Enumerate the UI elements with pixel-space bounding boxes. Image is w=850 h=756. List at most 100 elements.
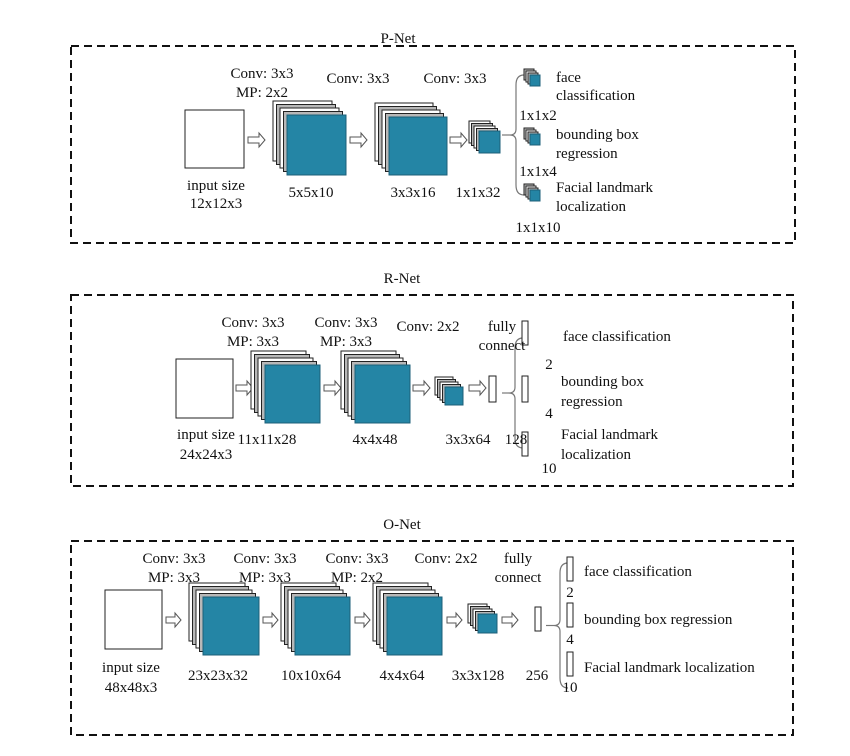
o-net-layer3-front-map <box>386 596 443 656</box>
o-net-fc-label1: fully <box>504 551 533 567</box>
p-net-section: P-Net input size 12x12x3 Conv: 3x3 MP: 2… <box>187 31 653 236</box>
o-net-layer2-op2: MP: 3x3 <box>239 570 291 586</box>
o-net-fc-label2: connect <box>495 570 542 586</box>
r-net-input-box <box>175 358 234 419</box>
p-net-out1-map-front-map <box>529 74 541 87</box>
arrow-icon <box>262 611 279 629</box>
arrow-icon <box>449 131 468 149</box>
r-net-out1-line1: face classification <box>563 329 671 345</box>
p-net-layer2-output: 3x3x16 <box>391 185 437 201</box>
o-net-out2-dim: 4 <box>566 632 574 648</box>
o-net-layer3-op1: Conv: 3x3 <box>326 551 389 567</box>
p-net-layer3-output: 1x1x32 <box>456 185 501 201</box>
arrow-icon <box>247 131 266 149</box>
o-net-out3-dim: 10 <box>563 680 578 696</box>
o-net-input-label: input size <box>102 660 160 676</box>
r-net-title: R-Net <box>384 271 421 287</box>
r-net-frame <box>70 294 794 487</box>
o-net-layer1-op1: Conv: 3x3 <box>143 551 206 567</box>
r-net-fc-size: 128 <box>505 432 528 448</box>
r-net-section: R-Net input size 24x24x3 Conv: 3x3 MP: 3… <box>177 271 671 477</box>
p-net-out2-map-front-map <box>529 133 541 146</box>
r-net-layer1-output: 11x11x28 <box>238 432 297 448</box>
r-net-layer1-op1: Conv: 3x3 <box>222 315 285 331</box>
r-net-fc-label1: fully <box>488 319 517 335</box>
r-net-out1-vector <box>521 320 529 346</box>
r-net-out2-line2: regression <box>561 394 623 410</box>
p-net-layer3-op1: Conv: 3x3 <box>424 71 487 87</box>
o-net-layer4-output: 3x3x128 <box>452 668 505 684</box>
p-net-layer3-front-map <box>478 130 501 154</box>
o-net-out3-line1: Facial landmark localization <box>584 660 755 676</box>
o-net-output-brace <box>553 562 569 689</box>
r-net-out2-line1: bounding box <box>561 374 644 390</box>
arrow-icon <box>165 611 182 629</box>
arrow-icon <box>412 379 431 397</box>
r-net-out1-dim: 2 <box>545 357 553 373</box>
p-net-out3-line1: Facial landmark <box>556 180 654 196</box>
arrow-icon <box>446 611 463 629</box>
p-net-input-label: input size <box>187 178 245 194</box>
o-net-layer2-op1: Conv: 3x3 <box>234 551 297 567</box>
r-net-out2-vector <box>521 375 529 403</box>
o-net-layer2-output: 10x10x64 <box>281 668 342 684</box>
o-net-fc-vector <box>534 606 542 632</box>
o-net-section: O-Net input size 48x48x3 Conv: 3x3 MP: 3… <box>102 517 755 696</box>
o-net-out1-vector <box>566 556 574 582</box>
p-net-layer2-front-map <box>388 116 448 176</box>
o-net-layer3-op2: MP: 2x2 <box>331 570 383 586</box>
r-net-out3-vector <box>521 431 529 457</box>
p-net-input-size: 12x12x3 <box>190 196 243 212</box>
p-net-frame <box>70 45 796 244</box>
r-net-layer2-op2: MP: 3x3 <box>320 334 372 350</box>
p-net-out2-line2: regression <box>556 146 618 162</box>
r-net-layer2-output: 4x4x48 <box>353 432 398 448</box>
arrow-icon <box>349 131 368 149</box>
arrow-icon <box>354 611 371 629</box>
r-net-layer3-front-map <box>444 386 464 406</box>
o-net-layer2-front-map <box>294 596 351 656</box>
r-net-fc-label2: connect <box>479 338 526 354</box>
r-net-out3-dim: 10 <box>542 461 557 477</box>
r-net-layer1-front-map <box>264 364 321 424</box>
o-net-layer4-op1: Conv: 2x2 <box>415 551 478 567</box>
r-net-layer3-op1: Conv: 2x2 <box>397 319 460 335</box>
o-net-out2-line1: bounding box regression <box>584 612 733 628</box>
o-net-out2-vector <box>566 602 574 628</box>
p-net-out3-map-front-map <box>529 189 541 202</box>
p-net-title: P-Net <box>381 31 417 47</box>
r-net-out3-line2: localization <box>561 447 631 463</box>
p-net-layer1-op2: MP: 2x2 <box>236 85 288 101</box>
p-net-input-box <box>184 109 245 169</box>
o-net-fc-size: 256 <box>526 668 549 684</box>
o-net-input-size: 48x48x3 <box>105 680 158 696</box>
p-net-out1-dim: 1x1x2 <box>519 108 557 124</box>
o-net-layer1-front-map <box>202 596 260 656</box>
arrow-icon <box>235 379 254 397</box>
p-net-layer2-op1: Conv: 3x3 <box>327 71 390 87</box>
r-net-layer1-op2: MP: 3x3 <box>227 334 279 350</box>
r-net-layer3-output: 3x3x64 <box>446 432 492 448</box>
p-net-layer1-front-map <box>286 114 347 176</box>
o-net-out1-dim: 2 <box>566 585 574 601</box>
o-net-frame <box>70 540 794 736</box>
o-net-title: O-Net <box>383 517 421 533</box>
r-net-input-size: 24x24x3 <box>180 447 233 463</box>
o-net-layer4-front-map <box>477 613 498 634</box>
o-net-layer1-op2: MP: 3x3 <box>148 570 200 586</box>
r-net-out2-dim: 4 <box>545 406 553 422</box>
p-net-layer1-output: 5x5x10 <box>289 185 334 201</box>
r-net-layer2-op1: Conv: 3x3 <box>315 315 378 331</box>
p-net-out3-dim: 1x1x10 <box>516 220 561 236</box>
o-net-layer3-output: 4x4x64 <box>380 668 426 684</box>
p-net-out1-line1: face <box>556 70 581 86</box>
arrow-icon <box>501 611 519 629</box>
p-net-out2-dim: 1x1x4 <box>519 164 557 180</box>
r-net-input-label: input size <box>177 427 235 443</box>
o-net-input-box <box>104 589 163 650</box>
o-net-out3-vector <box>566 651 574 677</box>
p-net-layer1-op1: Conv: 3x3 <box>231 66 294 82</box>
o-net-layer1-output: 23x23x32 <box>188 668 248 684</box>
arrow-icon <box>323 379 342 397</box>
p-net-out2-line1: bounding box <box>556 127 639 143</box>
